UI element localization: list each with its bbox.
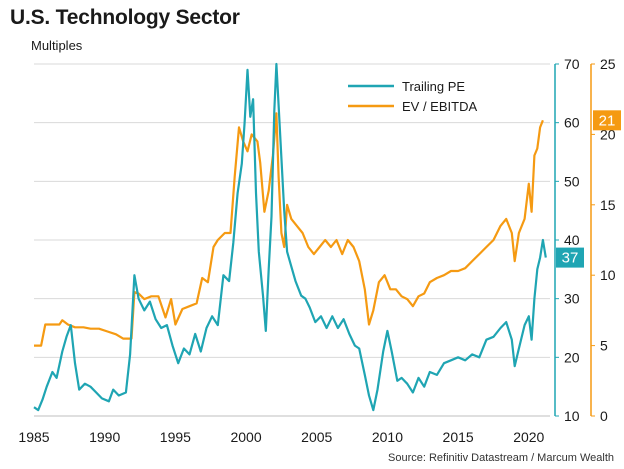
ev-tick-label: 25 <box>600 56 616 72</box>
x-tick-label: 2010 <box>372 429 403 445</box>
pe-tick-label: 40 <box>564 232 580 248</box>
pe-tick-label: 10 <box>564 408 580 424</box>
chart-subtitle: Multiples <box>31 38 83 53</box>
series-lines <box>33 62 547 412</box>
trailing-pe-line <box>33 62 547 412</box>
x-tick-label: 2005 <box>301 429 332 445</box>
x-tick-label: 2020 <box>513 429 544 445</box>
ev-tick-label: 10 <box>600 267 616 283</box>
x-tick-label: 1990 <box>89 429 120 445</box>
ev-ebitda-line <box>34 112 544 347</box>
pe-tick-label: 70 <box>564 56 580 72</box>
ev-latest-badge <box>593 110 621 131</box>
ev-latest-label: 21 <box>599 112 616 129</box>
pe-tick-label: 20 <box>564 349 580 365</box>
x-tick-label: 1985 <box>18 429 49 445</box>
chart-title: U.S. Technology Sector <box>10 6 240 29</box>
pe-tick-label: 50 <box>564 173 580 189</box>
pe-latest-badge <box>556 247 584 268</box>
source-note: Source: Refinitiv Datastream / Marcum We… <box>388 452 614 464</box>
pe-latest-label: 37 <box>562 250 579 267</box>
pe-tick-label: 30 <box>564 291 580 307</box>
ev-tick-label: 5 <box>600 338 608 354</box>
legend-label: Trailing PE <box>402 79 465 94</box>
x-tick-label: 2015 <box>443 429 474 445</box>
axes: 1985 1990 1995 2000 2005 2010 2015 202010203040… <box>18 56 615 445</box>
ev-tick-label: 20 <box>600 126 616 142</box>
ev-tick-label: 0 <box>600 408 608 424</box>
gridlines <box>34 63 550 417</box>
legend-label: EV / EBITDA <box>402 99 477 114</box>
pe-tick-label: 60 <box>564 115 580 131</box>
latest-value-badges: 37 21 <box>556 110 621 268</box>
x-tick-label: 1995 <box>160 429 191 445</box>
x-tick-label: 2000 <box>230 429 261 445</box>
ev-tick-label: 15 <box>600 197 616 213</box>
legend: Trailing PE EV / EBITDA <box>348 79 477 114</box>
